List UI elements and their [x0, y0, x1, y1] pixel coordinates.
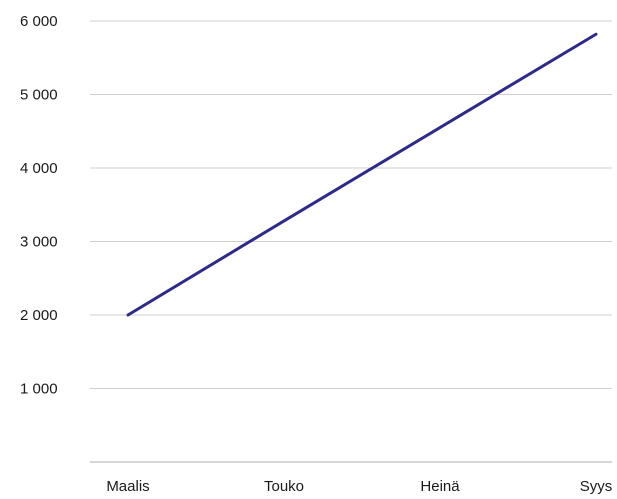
y-axis-tick-labels: 1 000 2 000 3 000 4 000 5 000 6 000: [20, 13, 58, 398]
y-tick-label: 4 000: [20, 160, 58, 177]
x-tick-label: Maalis: [106, 478, 149, 495]
y-tick-label: 3 000: [20, 234, 58, 251]
y-tick-label: 1 000: [20, 381, 58, 398]
x-axis-tick-labels: Maalis Touko Heinä Syys: [106, 478, 612, 495]
x-tick-label: Touko: [264, 478, 304, 495]
y-tick-label: 6 000: [20, 13, 58, 30]
gridlines: [90, 20, 612, 389]
series-layer: [126, 32, 598, 317]
x-tick-label: Heinä: [420, 478, 460, 495]
series-line: [126, 32, 598, 317]
y-tick-label: 2 000: [20, 307, 58, 324]
x-tick-label: Syys: [580, 478, 613, 495]
y-tick-label: 5 000: [20, 87, 58, 104]
